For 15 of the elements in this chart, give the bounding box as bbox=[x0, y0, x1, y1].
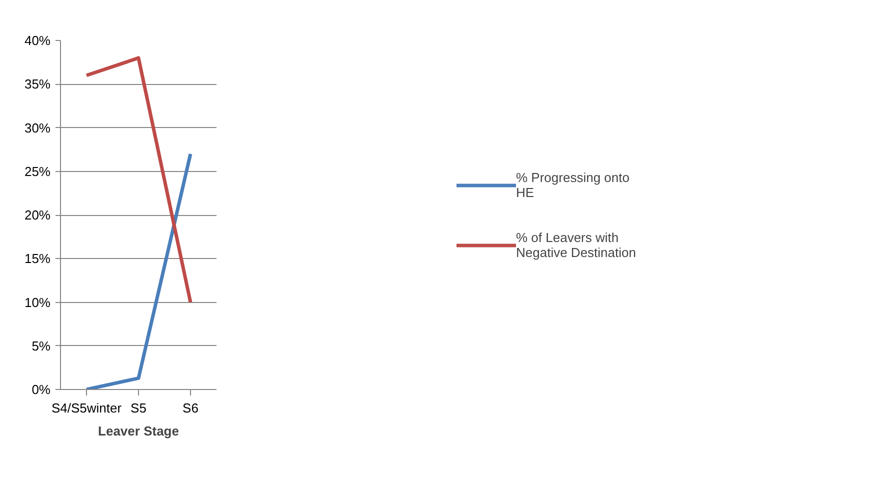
y-tick-label: 20% bbox=[24, 208, 51, 222]
y-tick-label: 15% bbox=[24, 251, 51, 266]
y-tick-label: 5% bbox=[32, 338, 51, 354]
legend-label: % Progressing onto HE bbox=[516, 170, 630, 200]
y-tick-label: 25% bbox=[24, 164, 51, 179]
y-tick-label: 35% bbox=[24, 76, 51, 92]
y-tick-label: 30% bbox=[24, 120, 51, 136]
x-tick-label: S5 bbox=[130, 400, 146, 416]
y-tick-label: 0% bbox=[32, 382, 51, 397]
legend-label: % of Leavers with Negative Destination bbox=[516, 230, 636, 260]
y-tick-label: 10% bbox=[24, 294, 51, 310]
y-tick-label: 40% bbox=[24, 33, 51, 48]
x-tick-label: S4/S5winter bbox=[51, 400, 122, 416]
x-tick-label: S6 bbox=[182, 400, 198, 416]
x-axis-title: Leaver Stage bbox=[98, 424, 179, 438]
